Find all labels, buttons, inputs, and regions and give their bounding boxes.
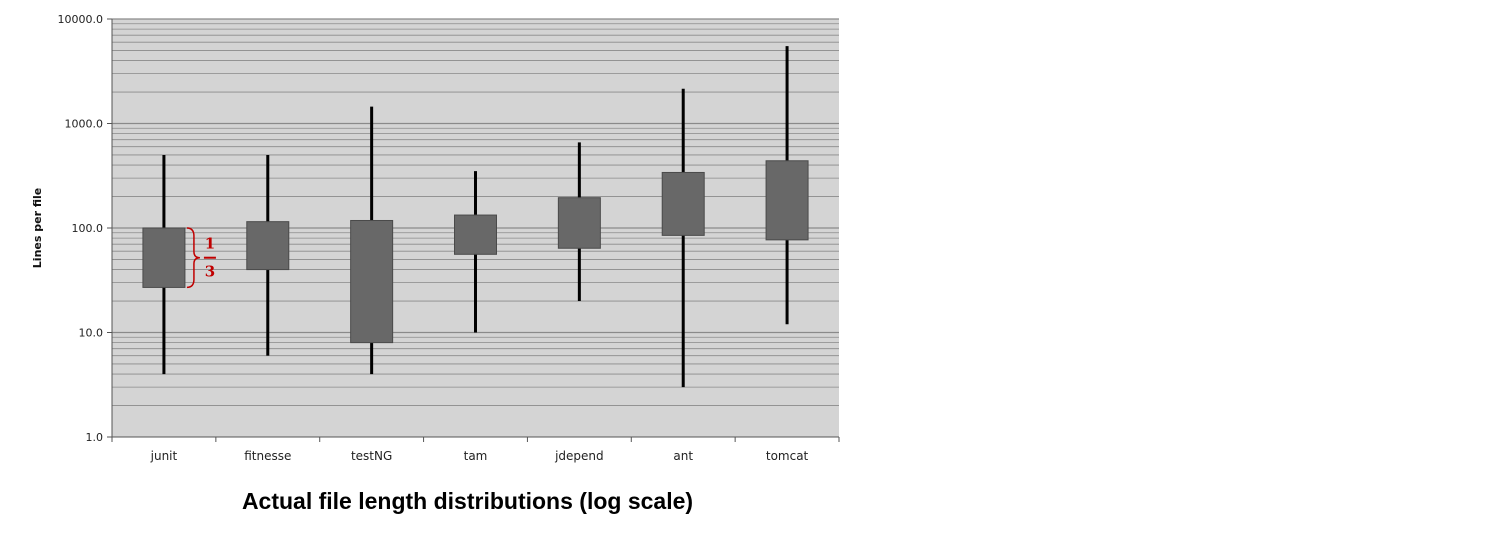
x-tick-labels: junit fitnesse testNG tam jdepend ant tomcat (111, 437, 840, 463)
fraction-denominator: 3 (205, 263, 215, 281)
x-tick-label-junit: junit (150, 449, 178, 463)
y-tick-label: 1000.0 (65, 118, 104, 131)
x-tick-label-tomcat: tomcat (766, 449, 809, 463)
box-fitnesse (246, 221, 290, 271)
x-tick-label-tam: tam (464, 449, 488, 463)
box-junit (142, 227, 186, 288)
box-ant (661, 171, 705, 236)
y-tick-label: 10000.0 (58, 13, 104, 26)
box-testNG (350, 219, 394, 344)
y-tick-labels: 1.0 10.0 100.0 1000.0 10000.0 (58, 13, 112, 444)
y-axis-label: Lines per file (31, 188, 44, 268)
y-tick-label: 1.0 (86, 431, 104, 444)
chart-title: Actual file length distributions (log sc… (241, 488, 694, 514)
fraction-numerator: 1 (205, 235, 215, 253)
x-tick-label-testNG: testNG (351, 449, 392, 463)
x-tick-label-ant: ant (673, 449, 693, 463)
y-tick-label: 100.0 (72, 222, 104, 235)
x-tick-label-jdepend: jdepend (554, 449, 604, 463)
boxes (142, 46, 809, 388)
y-tick-label: 10.0 (79, 327, 104, 340)
box-jdepend (557, 197, 601, 249)
box-tomcat (765, 160, 809, 241)
box-tam (454, 214, 497, 255)
x-tick-label-fitnesse: fitnesse (244, 449, 291, 463)
